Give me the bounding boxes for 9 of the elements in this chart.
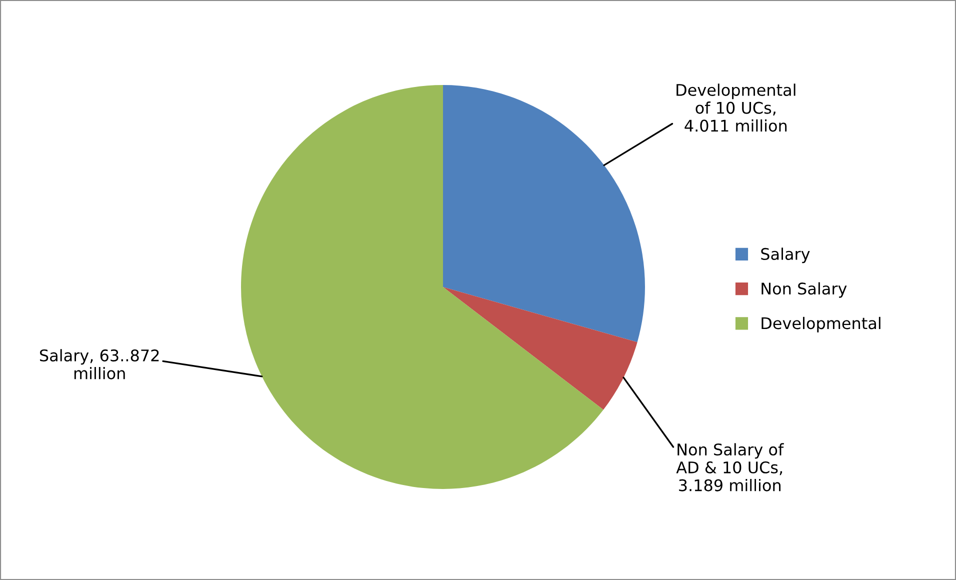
pie-slice: [443, 85, 645, 342]
text: Non Salary of AD & 10 UCs, 3.189 million: [676, 443, 784, 492]
legend-label: Salary: [761, 248, 810, 264]
text: Salary, 63..872 million: [40, 349, 159, 380]
legend-label: Non Salary: [762, 282, 847, 298]
legend-label: Developmental: [762, 316, 880, 332]
pie-slice: [241, 85, 604, 489]
pie-slice: [443, 287, 638, 410]
text: Developmental of 10 UCs, 4.011 million: [676, 84, 796, 132]
